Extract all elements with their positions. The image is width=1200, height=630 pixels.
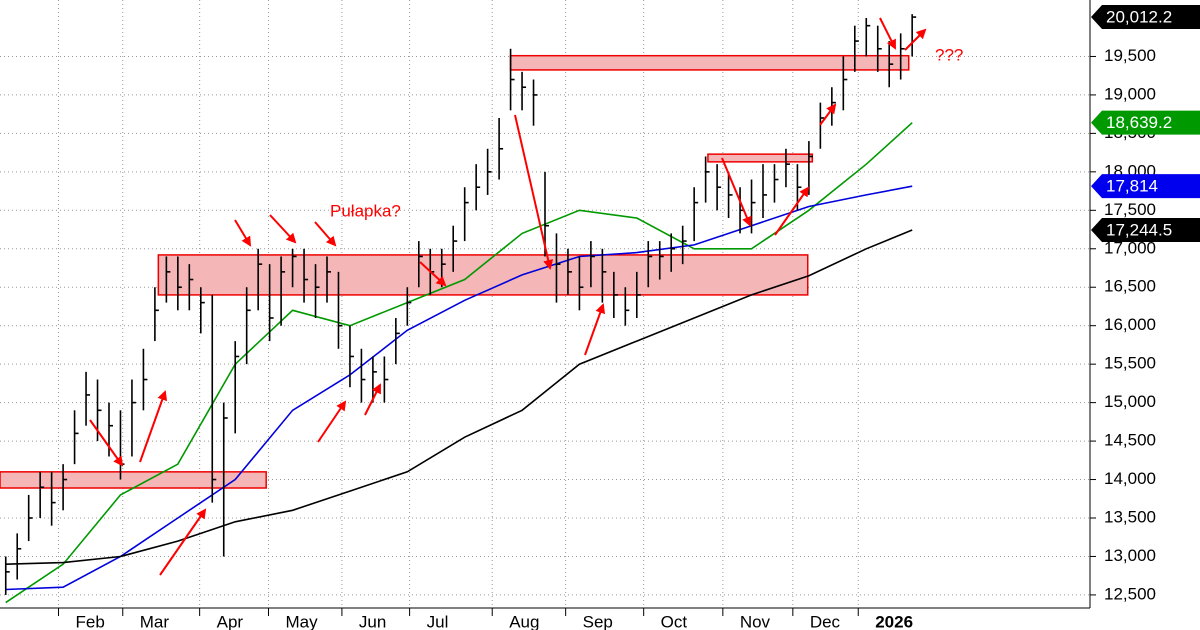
x-tick-label: Aug: [509, 612, 539, 630]
price-tag: [1091, 5, 1200, 30]
price-tag: [1091, 174, 1200, 199]
x-tick-label: Oct: [661, 612, 688, 630]
ma-line: [5, 122, 913, 604]
price-tag: [1091, 110, 1200, 135]
arrows: [89, 17, 927, 576]
price-tag: [1091, 217, 1200, 242]
x-tick-label: Feb: [76, 612, 105, 630]
y-tick-label: 13,500: [1104, 507, 1156, 526]
price-tag-label: 17,814: [1106, 177, 1158, 196]
x-tick-label: 2026: [875, 612, 913, 630]
annotation: ???: [935, 45, 963, 64]
x-tick-label: Dec: [810, 612, 841, 630]
moving-averages: [5, 122, 913, 604]
arrow: [879, 17, 896, 50]
zone: [509, 54, 910, 71]
y-tick-label: 17,500: [1104, 200, 1156, 219]
arrow: [721, 157, 752, 227]
arrow: [419, 261, 447, 287]
zone: [707, 153, 814, 163]
zone: [157, 254, 809, 296]
arrow: [89, 419, 124, 467]
arrow: [234, 219, 252, 247]
x-tick-label: Apr: [217, 612, 244, 630]
y-tick-label: 16,500: [1104, 277, 1156, 296]
y-tick-label: 16,000: [1104, 315, 1156, 334]
x-tick-label: May: [285, 612, 318, 630]
ma-line: [5, 229, 913, 565]
zones: [0, 54, 910, 489]
y-tick-label: 19,000: [1104, 84, 1156, 103]
axis-labels: 12,500 13,000 13,500 14,000 14,500 15,000 15,5…: [58, 5, 1200, 630]
arrow: [364, 383, 381, 416]
arrow: [139, 390, 168, 463]
arrow: [314, 221, 337, 247]
y-tick-label: 15,000: [1104, 392, 1156, 411]
arrow: [514, 114, 554, 270]
price-tag-label: 20,012.2: [1106, 8, 1172, 27]
arrow: [584, 303, 605, 356]
y-tick-label: 14,000: [1104, 469, 1156, 488]
price-tag-label: 17,244.5: [1106, 220, 1172, 239]
y-tick-label: 12,500: [1104, 584, 1156, 603]
grid: [0, 0, 1090, 608]
x-tick-label: Jul: [427, 612, 449, 630]
y-tick-label: 17,000: [1104, 238, 1156, 257]
y-tick-label: 19,500: [1104, 46, 1156, 65]
arrow: [774, 186, 810, 236]
ma-line: [5, 185, 913, 591]
x-tick-label: Sep: [583, 612, 613, 630]
x-tick-label: Mar: [140, 612, 170, 630]
y-tick-label: 13,000: [1104, 546, 1156, 565]
arrow: [904, 28, 927, 51]
price-bars: [4, 14, 917, 595]
arrow: [269, 214, 297, 244]
y-tick-label: 14,500: [1104, 431, 1156, 450]
x-tick-label: Nov: [740, 612, 771, 630]
arrow: [159, 508, 207, 576]
arrow: [819, 103, 837, 126]
y-tick-label: 15,500: [1104, 354, 1156, 373]
annotation: Pułapka?: [330, 201, 401, 220]
x-tick-label: Jun: [359, 612, 386, 630]
price-tag-label: 18,639.2: [1106, 113, 1172, 132]
arrow: [317, 400, 347, 443]
